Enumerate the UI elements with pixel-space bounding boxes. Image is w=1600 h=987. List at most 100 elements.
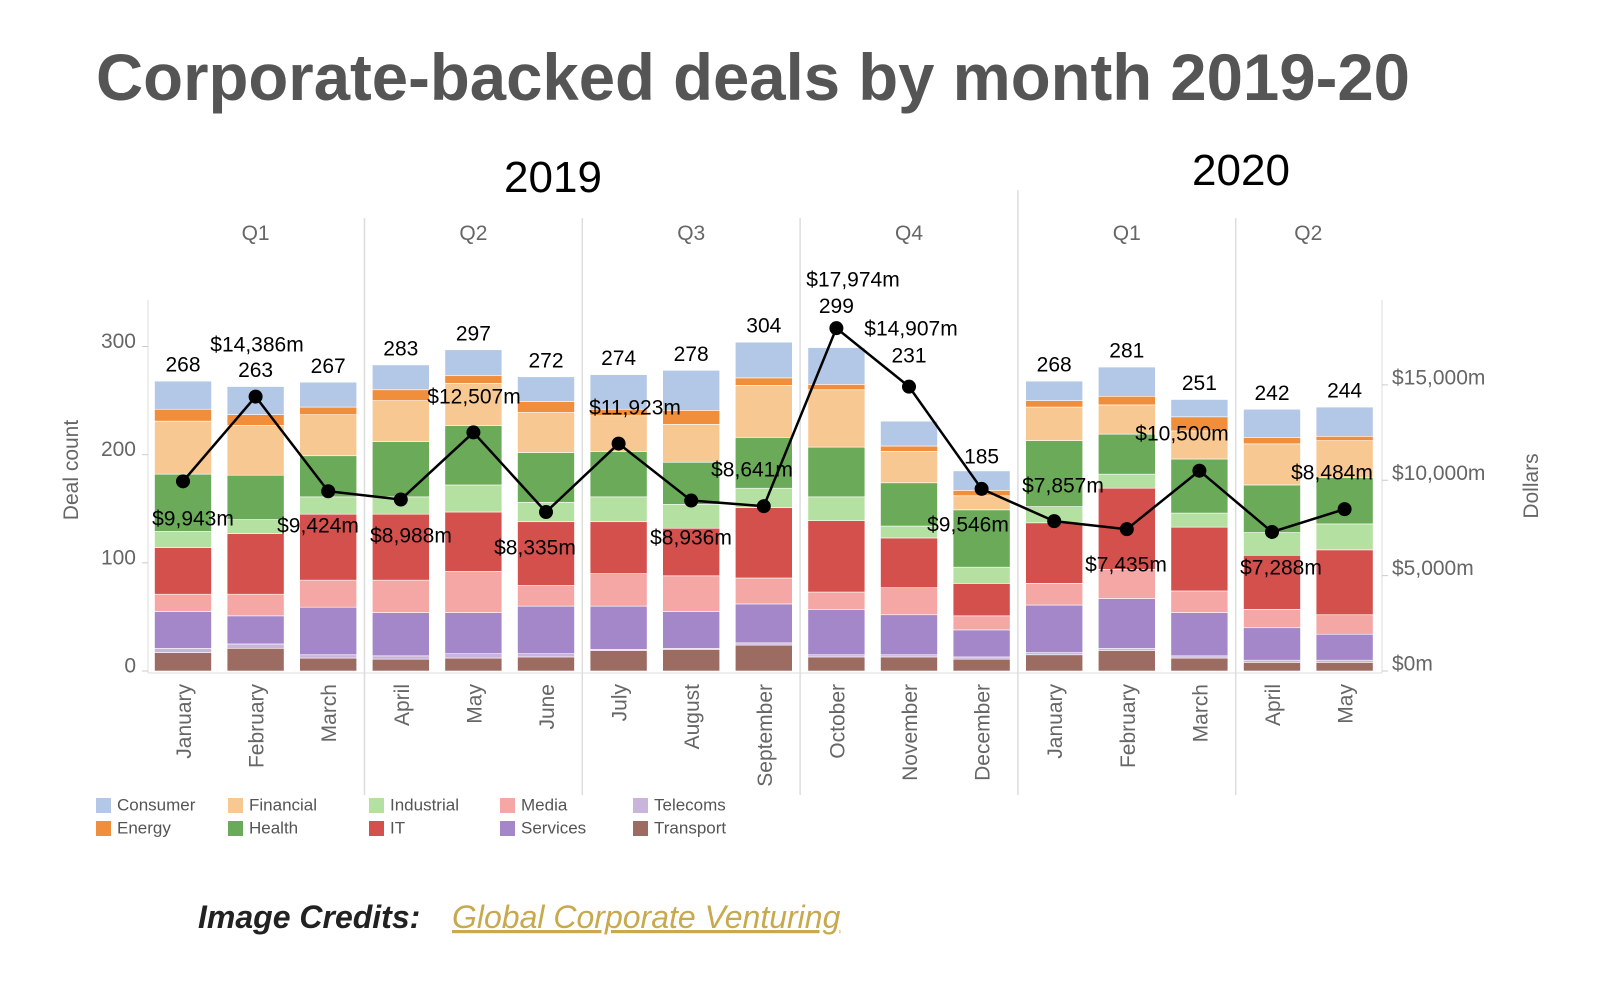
bar-segment xyxy=(880,482,938,527)
legend-swatch xyxy=(633,798,648,813)
bar-segment xyxy=(1025,406,1083,441)
total-label: 283 xyxy=(383,337,418,360)
bar-segment xyxy=(1170,657,1229,672)
bar-segment xyxy=(444,382,503,426)
bar-segment xyxy=(1025,654,1083,672)
quarter-label: Q4 xyxy=(895,222,923,245)
bar-segment xyxy=(880,451,938,484)
dollar-label: $14,386m xyxy=(210,334,303,357)
legend-label: Energy xyxy=(117,818,171,837)
dollar-point xyxy=(1192,463,1207,478)
bar-segment xyxy=(589,573,648,607)
year-label: 2019 xyxy=(504,153,602,202)
dollar-label: $8,641m xyxy=(711,459,793,482)
bar-segment xyxy=(952,566,1011,584)
bar-segment xyxy=(299,654,358,659)
dollar-label: $10,500m xyxy=(1135,423,1228,446)
bar-segment xyxy=(1243,408,1301,438)
legend-swatch xyxy=(96,798,111,813)
bar-segment xyxy=(517,521,575,586)
bar-segment xyxy=(1243,662,1301,672)
bar-segment xyxy=(880,420,938,447)
legend-swatch xyxy=(96,821,111,836)
bar-segment xyxy=(1315,614,1374,635)
bar-segment xyxy=(1098,366,1156,397)
dollar-label: $12,507m xyxy=(427,386,520,409)
bar-segment xyxy=(154,647,212,653)
quarter-label: Q3 xyxy=(677,222,705,245)
legend-swatch xyxy=(369,798,384,813)
bar-segment xyxy=(517,605,575,654)
bar-segment xyxy=(952,615,1011,631)
bar-segment xyxy=(734,341,793,379)
bar-segment xyxy=(517,653,575,658)
legend-swatch xyxy=(500,821,515,836)
quarter-label: Q2 xyxy=(1294,222,1322,245)
bar-segment xyxy=(952,583,1011,617)
bar-segment xyxy=(444,571,503,613)
dollar-point xyxy=(756,499,771,514)
legend-swatch xyxy=(228,798,243,813)
x-tick-label: April xyxy=(1262,684,1285,726)
credits-label: Image Credits: xyxy=(198,899,420,935)
bar-segment xyxy=(1170,526,1229,592)
bar-segment xyxy=(371,658,430,672)
bar-segment xyxy=(517,376,575,402)
bar-segment xyxy=(880,656,938,672)
bar-segment xyxy=(1243,437,1301,445)
bar-segment xyxy=(880,614,938,656)
dollar-point xyxy=(974,481,989,496)
legend-label: IT xyxy=(390,818,405,837)
quarter-label: Q1 xyxy=(242,222,270,245)
bar-segment xyxy=(734,603,793,644)
bar-segment xyxy=(299,406,358,415)
bar-segment xyxy=(154,380,212,410)
total-label: 268 xyxy=(165,354,200,377)
bar-segment xyxy=(444,511,503,572)
bar-segment xyxy=(662,424,721,463)
bar-segment xyxy=(1170,612,1229,657)
dollar-label: $7,857m xyxy=(1022,475,1104,498)
bar-segment xyxy=(807,496,866,521)
bar-segment xyxy=(444,657,503,672)
bar-segment xyxy=(1098,647,1156,651)
bar-segment xyxy=(226,647,285,672)
dollar-point xyxy=(611,436,626,451)
bar-segment xyxy=(734,644,793,672)
dollar-label: $9,424m xyxy=(277,515,359,538)
x-tick-label: January xyxy=(1044,684,1067,759)
bar-segment xyxy=(880,587,938,616)
bar-segment xyxy=(1025,380,1083,401)
bar-segment xyxy=(226,474,285,520)
bar-segment xyxy=(1315,440,1374,478)
legend-swatch xyxy=(369,821,384,836)
bar-segment xyxy=(154,611,212,649)
bar-segment xyxy=(589,650,648,672)
bar-segment xyxy=(1098,650,1156,672)
credits-source[interactable]: Global Corporate Venturing xyxy=(452,899,841,935)
x-tick-label: February xyxy=(1117,684,1140,769)
bar-segment xyxy=(299,606,358,656)
bar-segment xyxy=(589,496,648,523)
bar-segment xyxy=(662,575,721,612)
bar-segment xyxy=(1025,604,1083,653)
total-label: 231 xyxy=(891,345,926,368)
bar-segment xyxy=(1170,512,1229,528)
dollar-label: $9,943m xyxy=(152,508,234,531)
bar-segment xyxy=(444,612,503,654)
total-label: 274 xyxy=(601,347,636,370)
bar-segment xyxy=(807,347,866,385)
total-label: 297 xyxy=(456,322,491,345)
bar-segment xyxy=(299,496,358,515)
bar-segment xyxy=(589,374,648,410)
bar-segment xyxy=(807,520,866,593)
bar-segment xyxy=(1315,406,1374,437)
bar-segment xyxy=(154,420,212,475)
x-tick-label: January xyxy=(173,684,196,759)
legend-label: Transport xyxy=(654,818,726,837)
dollar-point xyxy=(321,484,336,499)
bar-segment xyxy=(1315,633,1374,661)
bar-segment xyxy=(807,656,866,672)
bar-segment xyxy=(1243,627,1301,661)
bar-segment xyxy=(226,519,285,534)
